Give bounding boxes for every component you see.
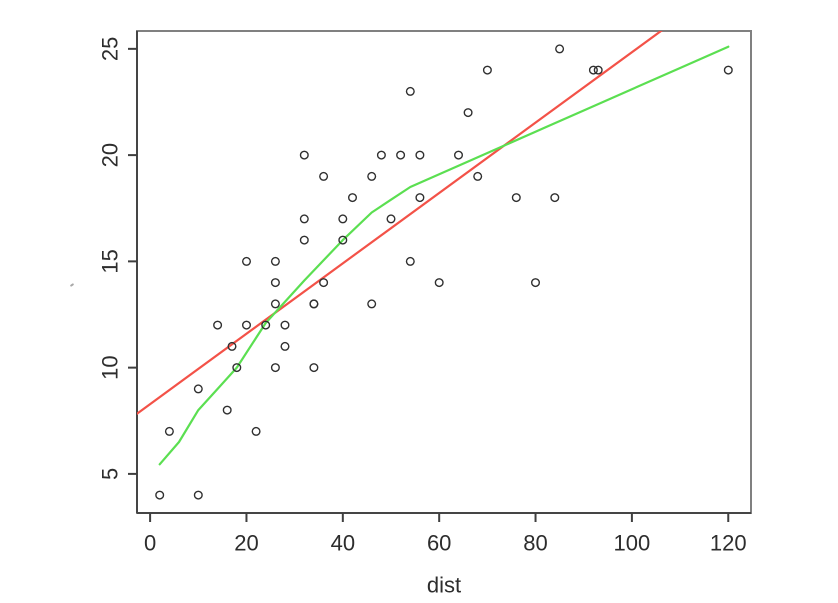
- data-point: [415, 193, 425, 203]
- chart-layer: 0 20 40 60 80 100 120 5 10 15 20 25: [98, 30, 752, 556]
- data-point: [473, 171, 483, 181]
- data-point: [270, 299, 280, 309]
- data-point: [463, 108, 473, 118]
- data-point: [227, 341, 237, 351]
- data-point: [338, 214, 348, 224]
- data-point: [193, 490, 203, 500]
- y-tick-label: 10: [98, 355, 123, 379]
- data-point: [348, 193, 358, 203]
- data-point: [376, 150, 386, 160]
- data-point: [531, 278, 541, 288]
- data-point: [241, 256, 251, 266]
- x-tick-label: 80: [523, 531, 547, 556]
- data-point: [280, 320, 290, 330]
- data-point: [588, 65, 598, 75]
- data-point: [270, 363, 280, 373]
- data-point: [251, 426, 261, 436]
- x-tick-label: 20: [234, 531, 258, 556]
- x-tick-label: 100: [614, 531, 651, 556]
- data-point: [593, 65, 603, 75]
- stray-mark: [70, 283, 74, 287]
- data-point: [232, 363, 242, 373]
- data-point: [299, 150, 309, 160]
- x-tick-label: 0: [144, 531, 156, 556]
- data-point: [434, 278, 444, 288]
- data-point: [270, 278, 280, 288]
- data-point: [550, 193, 560, 203]
- data-point: [454, 150, 464, 160]
- y-tick-label: 20: [98, 143, 123, 167]
- data-point: [164, 426, 174, 436]
- data-point: [319, 278, 329, 288]
- data-point: [482, 65, 492, 75]
- data-point: [299, 235, 309, 245]
- lowess-smoother-line: [158, 45, 730, 466]
- data-point: [511, 193, 521, 203]
- data-point: [309, 299, 319, 309]
- data-point: [723, 65, 733, 75]
- data-point: [555, 44, 565, 54]
- data-point: [338, 235, 348, 245]
- data-point: [309, 363, 319, 373]
- data-point: [299, 214, 309, 224]
- data-point: [415, 150, 425, 160]
- plot-box: [136, 30, 752, 514]
- x-tick-label: 60: [427, 531, 451, 556]
- data-point: [155, 490, 165, 500]
- y-tick-label: 25: [98, 37, 123, 61]
- linear-regression-line: [137, 31, 663, 415]
- data-point: [319, 171, 329, 181]
- x-axis-title: dist: [427, 573, 461, 598]
- data-point: [367, 299, 377, 309]
- data-point: [280, 341, 290, 351]
- x-tick-label: 120: [710, 531, 747, 556]
- data-point: [270, 256, 280, 266]
- data-point: [222, 405, 232, 415]
- x-tick-label: 40: [331, 531, 355, 556]
- y-tick-label: 15: [98, 249, 123, 273]
- data-point: [213, 320, 223, 330]
- data-point: [193, 384, 203, 394]
- data-point: [386, 214, 396, 224]
- data-point: [367, 171, 377, 181]
- data-point: [396, 150, 406, 160]
- data-point: [405, 86, 415, 96]
- data-point: [241, 320, 251, 330]
- y-tick-label: 5: [98, 468, 123, 480]
- data-point: [261, 320, 271, 330]
- data-point: [405, 256, 415, 266]
